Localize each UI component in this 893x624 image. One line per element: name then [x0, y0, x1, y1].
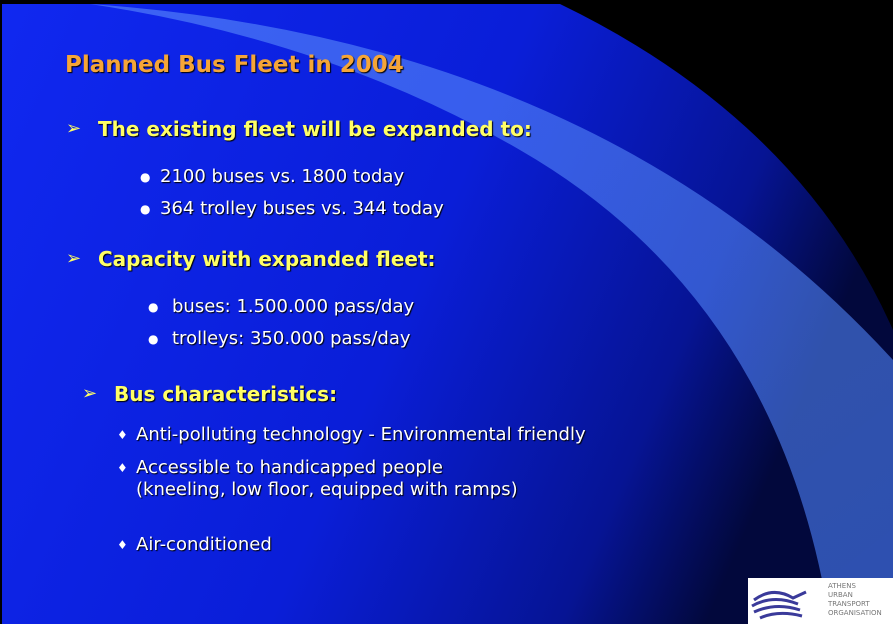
logo-text: ATHENS	[828, 582, 856, 590]
bullet: ●	[140, 202, 151, 216]
arrow-bullet: ➢	[66, 118, 82, 139]
section-heading: The existing fleet will be expanded to:	[98, 117, 532, 141]
logo-text: TRANSPORT	[828, 600, 870, 608]
bullet: ♦	[117, 461, 128, 475]
logo: ATHENS URBAN TRANSPORT ORGANISATION	[748, 578, 893, 624]
bullet: ♦	[117, 538, 128, 552]
bullet-item: Anti-polluting technology - Environmenta…	[136, 424, 586, 445]
logo-text: URBAN	[828, 591, 853, 599]
bullet: ●	[140, 170, 151, 184]
logo-text: ORGANISATION	[828, 609, 882, 617]
arrow-bullet: ➢	[82, 383, 98, 404]
section-heading: Bus characteristics:	[114, 382, 338, 406]
slide-title: Planned Bus Fleet in 2004	[65, 52, 404, 78]
bullet: ●	[148, 332, 159, 346]
bullet-item: trolleys: 350.000 pass/day	[172, 328, 411, 349]
bullet: ♦	[117, 428, 128, 442]
section-heading: Capacity with expanded fleet:	[98, 247, 436, 271]
arrow-bullet: ➢	[66, 248, 82, 269]
bullet-item: buses: 1.500.000 pass/day	[172, 296, 415, 317]
bullet-item: Air-conditioned	[136, 534, 272, 555]
bullet: ●	[148, 300, 159, 314]
bullet-item: 2100 buses vs. 1800 today	[160, 166, 405, 187]
logo-mark	[751, 590, 807, 620]
bullet-item: Accessible to handicapped people (kneeli…	[136, 457, 518, 500]
bullet-item: 364 trolley buses vs. 344 today	[160, 198, 444, 219]
